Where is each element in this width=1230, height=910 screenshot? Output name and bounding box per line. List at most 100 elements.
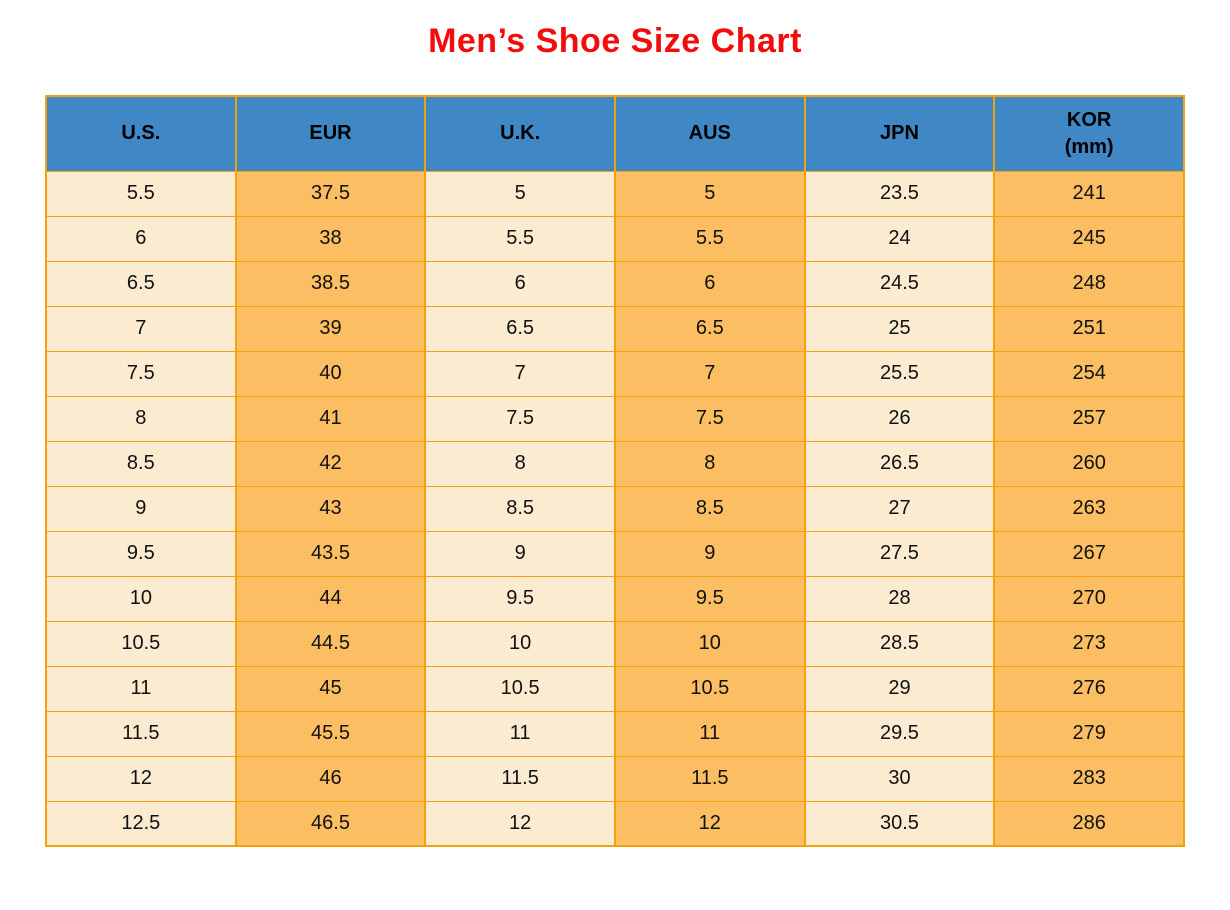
cell-kor-row7: 260 — [993, 440, 1185, 487]
cell-uk-row8: 8.5 — [424, 485, 616, 532]
cell-us-row6: 8 — [45, 395, 237, 442]
cell-jpn-row13: 29.5 — [803, 710, 996, 757]
cell-uk-row12: 10.5 — [424, 665, 616, 712]
column-header-label: JPN — [880, 122, 919, 145]
cell-aus-row11: 10 — [613, 620, 806, 667]
table-row: 10.5 44.5 10 10 28.5 273 — [45, 620, 1185, 667]
cell-kor-row10: 270 — [993, 575, 1185, 622]
cell-eur-row11: 44.5 — [234, 620, 427, 667]
cell-eur-row8: 43 — [234, 485, 427, 532]
cell-uk-row9: 9 — [424, 530, 616, 577]
cell-us-row15: 12.5 — [45, 800, 237, 847]
cell-aus-row10: 9.5 — [613, 575, 806, 622]
cell-us-row2: 6 — [45, 215, 237, 262]
cell-kor-row9: 267 — [993, 530, 1185, 577]
cell-aus-row3: 6 — [613, 260, 806, 307]
cell-us-row14: 12 — [45, 755, 237, 802]
cell-aus-row9: 9 — [613, 530, 806, 577]
cell-jpn-row1: 23.5 — [803, 170, 996, 217]
column-header-aus: AUS — [613, 95, 806, 172]
table-row: 6.5 38.5 6 6 24.5 248 — [45, 260, 1185, 307]
column-header-jpn: JPN — [803, 95, 996, 172]
cell-uk-row2: 5.5 — [424, 215, 616, 262]
column-header-label: U.S. — [121, 122, 161, 145]
column-header-kor: KOR (mm) — [993, 95, 1185, 172]
cell-us-row1: 5.5 — [45, 170, 237, 217]
cell-uk-row13: 11 — [424, 710, 616, 757]
column-header-label: KOR — [1066, 108, 1112, 131]
cell-kor-row14: 283 — [993, 755, 1185, 802]
table-row: 6 38 5.5 5.5 24 245 — [45, 215, 1185, 262]
cell-jpn-row4: 25 — [803, 305, 996, 352]
table-row: 9.5 43.5 9 9 27.5 267 — [45, 530, 1185, 577]
cell-jpn-row6: 26 — [803, 395, 996, 442]
cell-eur-row3: 38.5 — [234, 260, 427, 307]
cell-kor-row3: 248 — [993, 260, 1185, 307]
cell-us-row9: 9.5 — [45, 530, 237, 577]
cell-kor-row13: 279 — [993, 710, 1185, 757]
cell-eur-row14: 46 — [234, 755, 427, 802]
cell-uk-row10: 9.5 — [424, 575, 616, 622]
column-header-us: U.S. — [45, 95, 237, 172]
column-header-label: U.K. — [500, 122, 541, 145]
cell-jpn-row5: 25.5 — [803, 350, 996, 397]
cell-kor-row12: 276 — [993, 665, 1185, 712]
cell-eur-row1: 37.5 — [234, 170, 427, 217]
cell-aus-row5: 7 — [613, 350, 806, 397]
table-row: 5.5 37.5 5 5 23.5 241 — [45, 170, 1185, 217]
cell-aus-row2: 5.5 — [613, 215, 806, 262]
cell-kor-row15: 286 — [993, 800, 1185, 847]
cell-kor-row6: 257 — [993, 395, 1185, 442]
table-row: 7 39 6.5 6.5 25 251 — [45, 305, 1185, 352]
table-row: 7.5 40 7 7 25.5 254 — [45, 350, 1185, 397]
page-title: Men’s Shoe Size Chart — [428, 22, 802, 60]
table-row: 12 46 11.5 11.5 30 283 — [45, 755, 1185, 802]
cell-kor-row5: 254 — [993, 350, 1185, 397]
cell-jpn-row15: 30.5 — [803, 800, 996, 847]
table-row: 12.5 46.5 12 12 30.5 286 — [45, 800, 1185, 847]
column-header-label: AUS — [688, 122, 731, 145]
cell-jpn-row8: 27 — [803, 485, 996, 532]
cell-aus-row15: 12 — [613, 800, 806, 847]
cell-eur-row13: 45.5 — [234, 710, 427, 757]
table-row: 8.5 42 8 8 26.5 260 — [45, 440, 1185, 487]
cell-aus-row12: 10.5 — [613, 665, 806, 712]
cell-kor-row11: 273 — [993, 620, 1185, 667]
cell-eur-row12: 45 — [234, 665, 427, 712]
cell-uk-row4: 6.5 — [424, 305, 616, 352]
table-row: 10 44 9.5 9.5 28 270 — [45, 575, 1185, 622]
cell-jpn-row9: 27.5 — [803, 530, 996, 577]
table-row: 9 43 8.5 8.5 27 263 — [45, 485, 1185, 532]
cell-eur-row4: 39 — [234, 305, 427, 352]
cell-jpn-row2: 24 — [803, 215, 996, 262]
cell-kor-row8: 263 — [993, 485, 1185, 532]
table-row: 11 45 10.5 10.5 29 276 — [45, 665, 1185, 712]
cell-us-row13: 11.5 — [45, 710, 237, 757]
cell-uk-row11: 10 — [424, 620, 616, 667]
cell-jpn-row3: 24.5 — [803, 260, 996, 307]
cell-uk-row5: 7 — [424, 350, 616, 397]
cell-aus-row7: 8 — [613, 440, 806, 487]
column-header-sublabel: (mm) — [1064, 135, 1114, 158]
cell-eur-row7: 42 — [234, 440, 427, 487]
cell-us-row4: 7 — [45, 305, 237, 352]
cell-aus-row4: 6.5 — [613, 305, 806, 352]
cell-us-row3: 6.5 — [45, 260, 237, 307]
cell-eur-row6: 41 — [234, 395, 427, 442]
cell-jpn-row14: 30 — [803, 755, 996, 802]
cell-uk-row7: 8 — [424, 440, 616, 487]
cell-aus-row14: 11.5 — [613, 755, 806, 802]
cell-us-row12: 11 — [45, 665, 237, 712]
cell-us-row10: 10 — [45, 575, 237, 622]
cell-eur-row5: 40 — [234, 350, 427, 397]
column-header-eur: EUR — [234, 95, 427, 172]
table-row: 8 41 7.5 7.5 26 257 — [45, 395, 1185, 442]
cell-uk-row15: 12 — [424, 800, 616, 847]
cell-uk-row3: 6 — [424, 260, 616, 307]
cell-aus-row8: 8.5 — [613, 485, 806, 532]
header-row: U.S. EUR U.K. AUS JPN KOR (mm) — [45, 95, 1185, 172]
cell-us-row5: 7.5 — [45, 350, 237, 397]
cell-aus-row13: 11 — [613, 710, 806, 757]
table-row: 11.5 45.5 11 11 29.5 279 — [45, 710, 1185, 757]
cell-eur-row10: 44 — [234, 575, 427, 622]
